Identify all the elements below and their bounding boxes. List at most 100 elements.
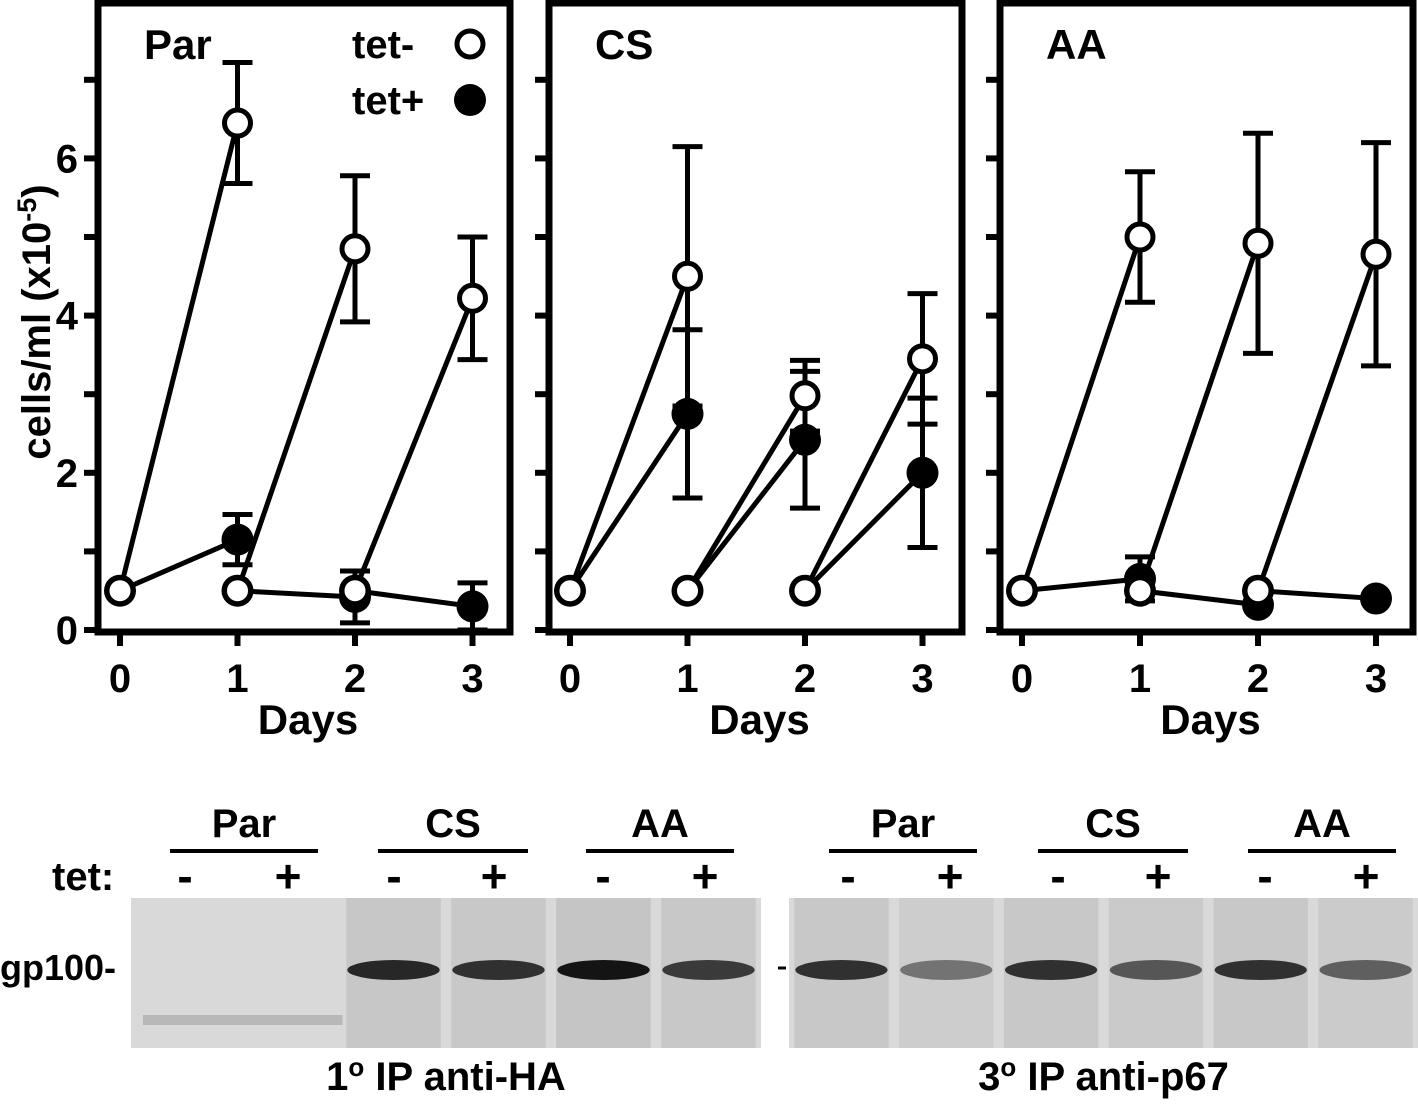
gel-band	[900, 960, 993, 980]
series-line	[1139, 588, 1259, 608]
x-tick-label: 0	[559, 657, 581, 701]
x-axis-label: Days	[1160, 696, 1260, 743]
y-tick-label: 2	[56, 452, 78, 496]
gel-background	[789, 898, 1418, 1048]
data-point-filled	[456, 590, 489, 623]
lane-minus-sign: -	[386, 850, 401, 902]
data-point-open	[1006, 575, 1038, 607]
lane-minus-sign: -	[840, 850, 855, 902]
lane-plus-sign: +	[275, 850, 302, 902]
gel-band	[795, 960, 888, 980]
panel-aa: 0 1 2 3 Days AA	[986, 0, 1417, 743]
gel-band	[662, 960, 755, 980]
series-line	[235, 247, 358, 592]
data-point-open	[907, 343, 938, 375]
lane-minus-sign: -	[595, 850, 610, 902]
data-point-filled	[906, 456, 939, 489]
gel-band	[557, 960, 650, 980]
x-tick-label: 0	[1011, 657, 1033, 701]
gel-band	[1109, 960, 1203, 980]
data-point-open	[554, 575, 586, 607]
panel-label: CS	[595, 21, 653, 68]
x-tick-label: 3	[461, 657, 483, 701]
data-point-open	[339, 233, 371, 265]
series-line	[1019, 236, 1143, 592]
y-tick-label: 0	[56, 609, 78, 653]
gel-band	[452, 960, 545, 980]
lane-plus-sign: +	[937, 850, 964, 902]
data-point-open	[1124, 575, 1156, 607]
panel-label: AA	[1046, 21, 1107, 68]
gel-caption: 3o IP anti-p67	[978, 1052, 1229, 1099]
x-tick-label: 3	[911, 657, 933, 701]
series-line	[354, 588, 473, 609]
lane-group-label: Par	[871, 802, 936, 846]
data-point-open	[1242, 227, 1274, 259]
data-point-open	[339, 575, 371, 607]
lane-group-label: Par	[212, 802, 277, 846]
x-tick-label: 1	[676, 657, 698, 701]
plot-frame	[545, 0, 966, 636]
lane-minus-sign: -	[177, 850, 192, 902]
gel-band	[347, 960, 440, 980]
x-axis-label: Days	[709, 696, 809, 743]
tet-label: tet:	[52, 855, 114, 899]
series-line	[567, 275, 690, 592]
lane-plus-sign: +	[1145, 850, 1172, 902]
x-tick-label: 2	[344, 657, 366, 701]
panel-cs: 0 1 2 3 Days CS	[535, 0, 966, 743]
y-tick-label: 4	[56, 295, 79, 339]
data-point-open	[104, 575, 136, 607]
data-point-open	[1242, 575, 1274, 607]
lane-plus-sign: +	[481, 850, 508, 902]
y-axis-label: cells/ml (x10-5)	[12, 184, 59, 459]
series-line	[117, 122, 240, 592]
series-line	[1257, 588, 1377, 602]
x-tick-label: 2	[794, 657, 816, 701]
panel-par: 0 2 4 6 0 1 2 3 Days Par	[56, 0, 514, 743]
data-point-open	[672, 260, 703, 292]
data-point-open	[1360, 238, 1392, 270]
data-point-filled	[671, 397, 704, 430]
series-line	[352, 297, 475, 592]
legend-label-tet-plus: tet+	[352, 79, 424, 123]
data-point-filled	[789, 423, 821, 456]
lane-plus-sign: +	[1353, 850, 1380, 902]
lane-minus-sign: -	[1050, 850, 1065, 902]
series-line	[802, 357, 925, 592]
data-point-open	[222, 107, 253, 139]
legend: tet- tet+	[352, 23, 486, 123]
gel-band	[1004, 960, 1098, 980]
gel-faint-band	[143, 1015, 343, 1025]
lane-group-label: AA	[631, 802, 689, 846]
legend-label-tet-minus: tet-	[352, 23, 414, 67]
series-line	[685, 438, 807, 593]
data-point-open	[1124, 221, 1156, 253]
data-point-open	[672, 575, 703, 607]
data-point-open	[457, 282, 488, 314]
lane-group-label: AA	[1293, 802, 1351, 846]
lane-minus-sign: -	[1257, 850, 1272, 902]
series-line	[119, 537, 239, 593]
series-line	[1137, 242, 1261, 592]
series-line	[1021, 576, 1141, 594]
x-tick-label: 1	[1129, 657, 1151, 701]
x-axis-label: Days	[258, 696, 358, 743]
x-tick-label: 2	[1247, 657, 1269, 701]
series-line	[685, 394, 808, 592]
x-tick-label: 0	[109, 657, 131, 701]
lane-group-label: CS	[1085, 802, 1141, 846]
plot-frame	[996, 0, 1417, 636]
legend-filled-circle-marker	[454, 84, 486, 116]
data-point-open	[222, 575, 253, 607]
data-point-open	[789, 575, 821, 607]
y-tick-label: 6	[56, 137, 78, 181]
gp100-marker-label: gp100-	[0, 947, 116, 988]
data-point-open	[789, 380, 821, 412]
series-line	[237, 588, 356, 600]
x-tick-label: 1	[226, 657, 248, 701]
gel-band	[1319, 960, 1412, 980]
lane-plus-sign: +	[692, 850, 719, 902]
